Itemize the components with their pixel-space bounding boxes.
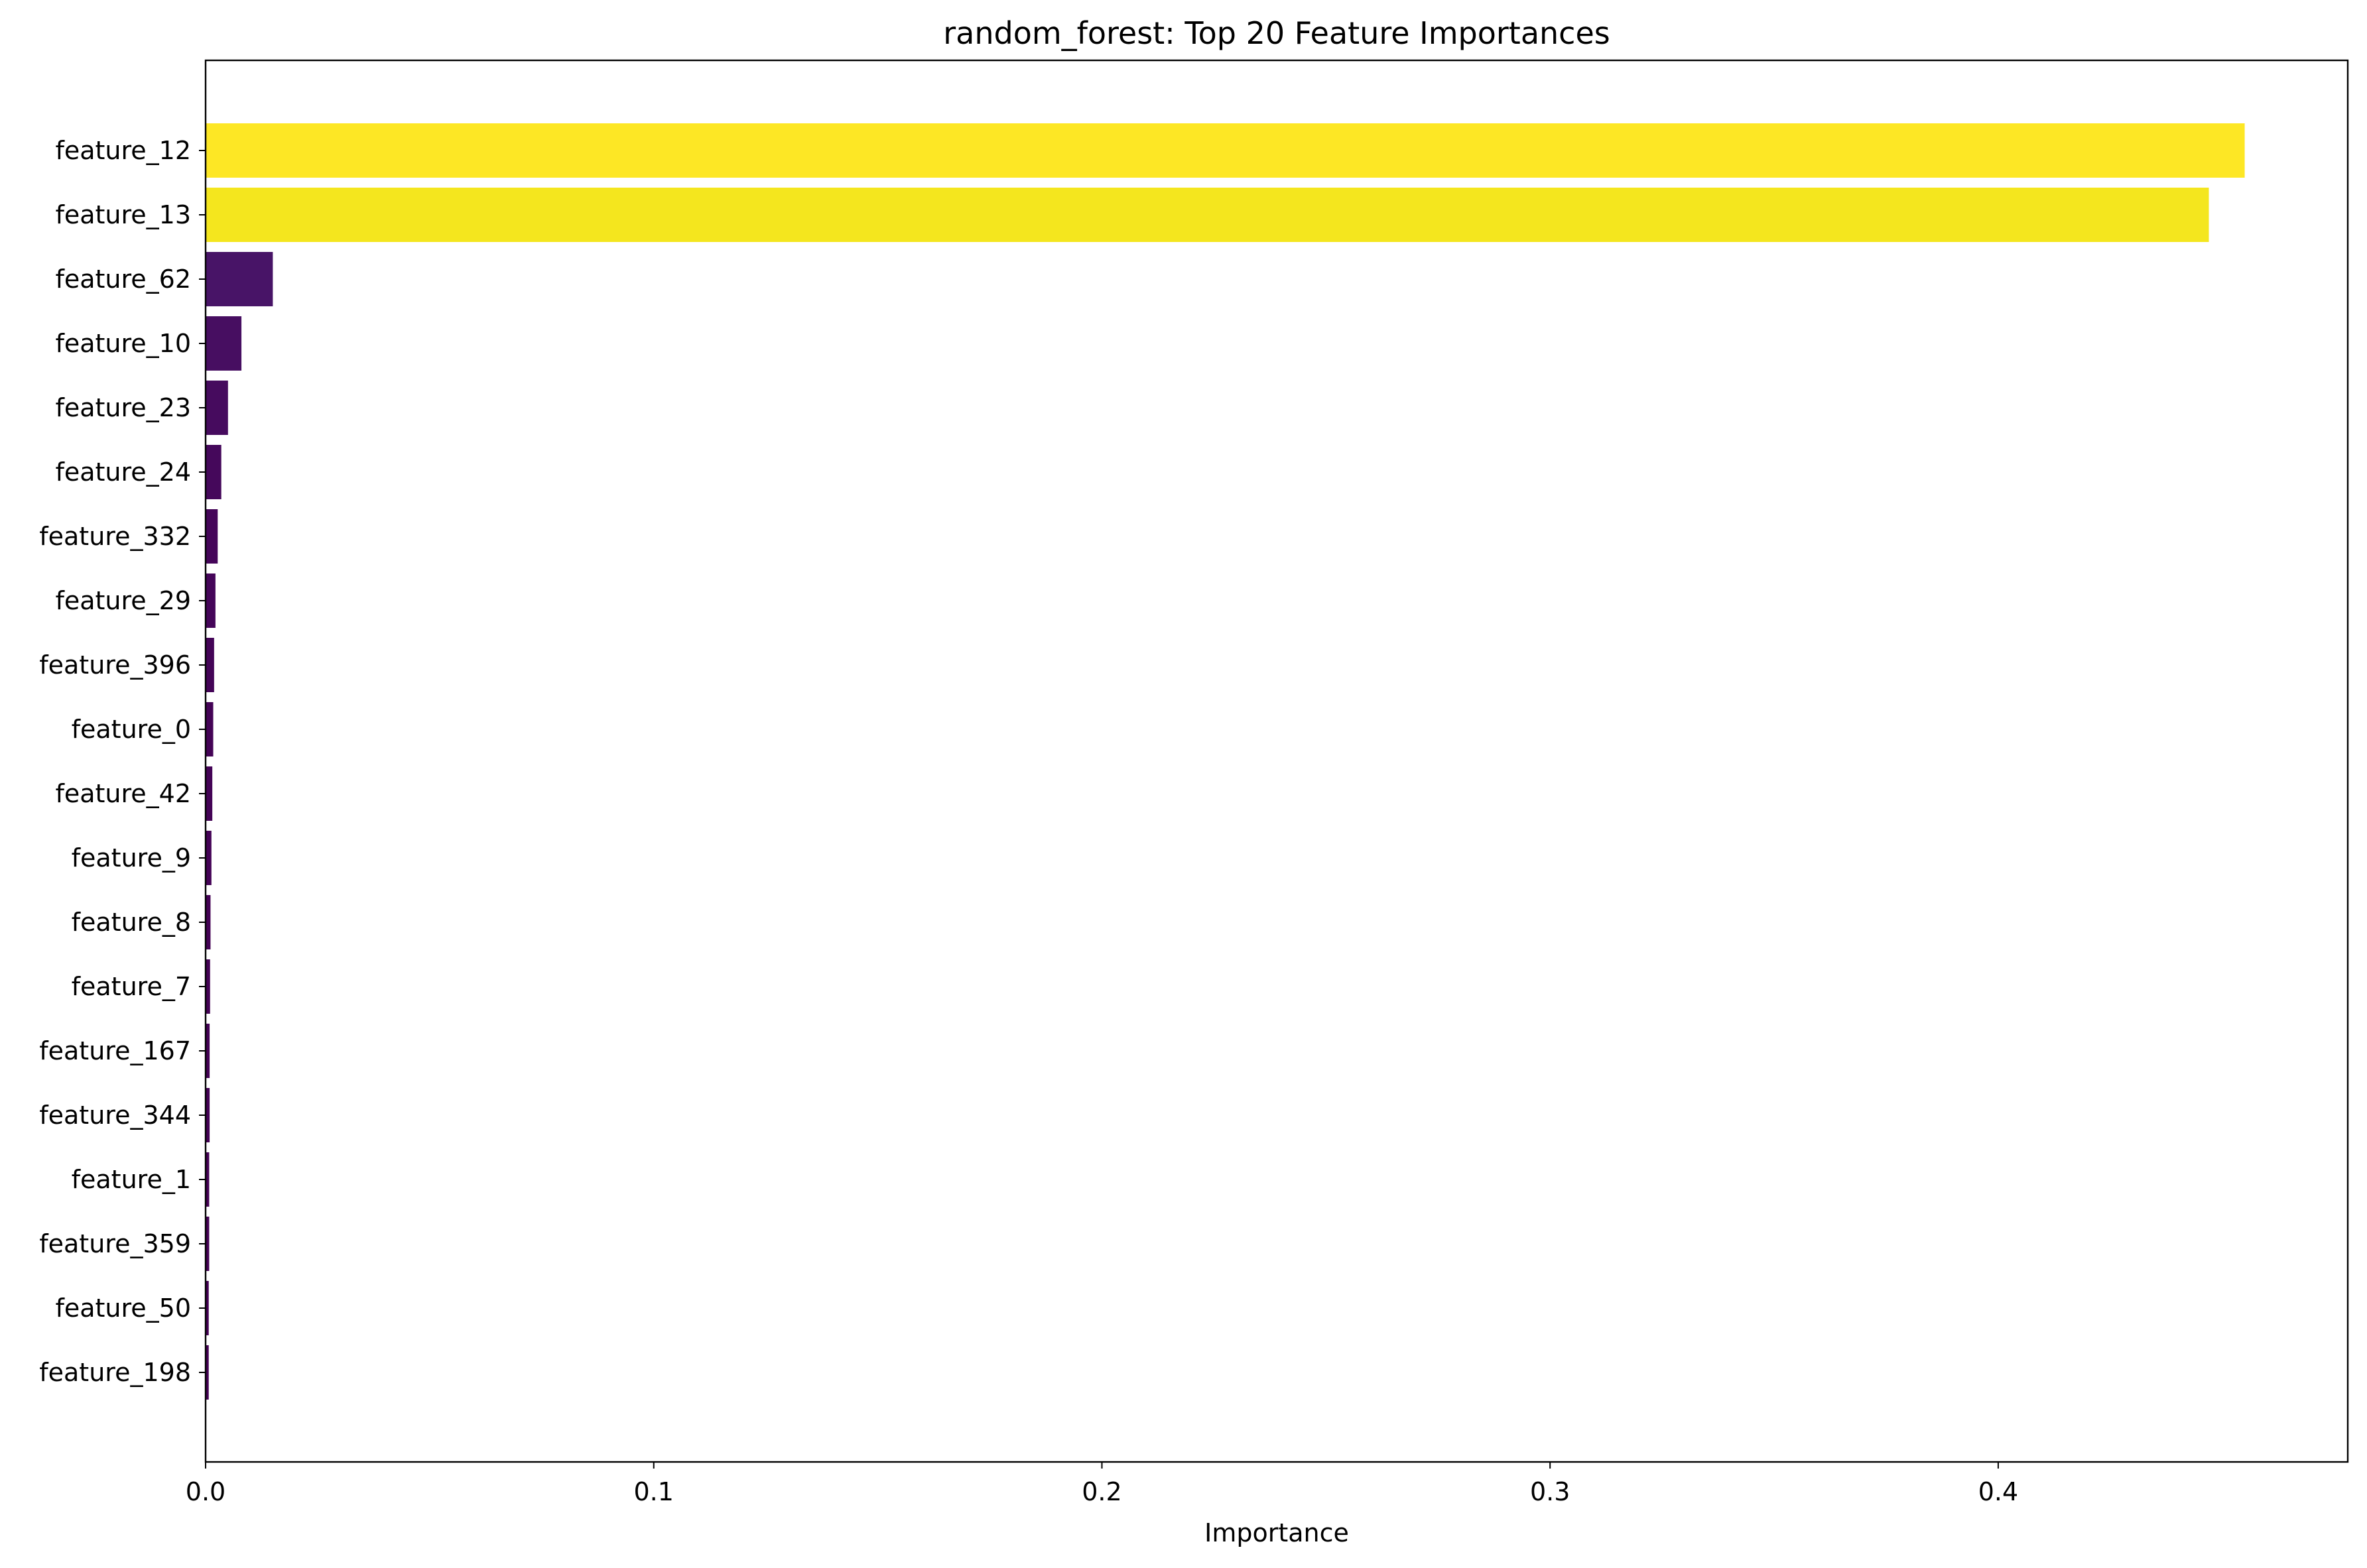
y-tick-label: feature_62 [55, 265, 191, 294]
y-tick-label: feature_13 [55, 200, 191, 229]
x-axis: 0.0 0.1 0.2 0.3 0.4 [186, 1462, 2018, 1506]
bar-feature-332 [206, 509, 218, 564]
bar-feature-23 [206, 381, 228, 435]
y-tick-label: feature_167 [39, 1036, 191, 1065]
y-tick-label: feature_23 [55, 393, 191, 422]
y-tick-label: feature_29 [55, 586, 191, 615]
bar-feature-50 [206, 1281, 209, 1335]
x-tick-label: 0.3 [1530, 1477, 1570, 1506]
y-tick-label: feature_9 [72, 843, 191, 873]
x-tick-label: 0.1 [634, 1477, 674, 1506]
y-tick-label: feature_10 [55, 329, 191, 358]
chart-title: random_forest: Top 20 Feature Importance… [943, 15, 1610, 51]
bars-layer [206, 123, 2245, 1400]
y-tick-label: feature_0 [72, 715, 191, 744]
bar-feature-29 [206, 573, 216, 628]
y-tick-label: feature_8 [72, 908, 191, 937]
bar-feature-198 [206, 1345, 209, 1400]
bar-feature-359 [206, 1217, 210, 1271]
bar-feature-10 [206, 316, 242, 371]
plot-frame [204, 59, 2349, 1463]
y-tick-label: feature_344 [39, 1101, 191, 1130]
y-tick-label: feature_198 [39, 1358, 191, 1387]
y-tick-label: feature_50 [55, 1294, 191, 1323]
y-tick-label: feature_332 [39, 522, 191, 551]
bar-feature-1 [206, 1152, 210, 1207]
bar-feature-0 [206, 702, 214, 756]
y-tick-label: feature_24 [55, 457, 191, 487]
y-axis: feature_12 feature_13 feature_62 feature_10… [39, 136, 206, 1387]
bar-feature-24 [206, 445, 222, 499]
bar-feature-62 [206, 252, 273, 306]
bar-feature-167 [206, 1024, 210, 1078]
bar-feature-396 [206, 638, 214, 692]
y-tick-label: feature_359 [39, 1229, 191, 1258]
x-axis-label: Importance [1204, 1518, 1349, 1547]
y-tick-label: feature_1 [72, 1165, 191, 1194]
x-tick-label: 0.4 [1978, 1477, 2018, 1506]
bar-feature-42 [206, 766, 213, 821]
bar-feature-9 [206, 831, 212, 885]
y-tick-label: feature_12 [55, 136, 191, 165]
y-tick-label: feature_42 [55, 779, 191, 808]
x-tick-label: 0.0 [186, 1477, 225, 1506]
bar-feature-12 [206, 123, 2245, 178]
y-tick-label: feature_396 [39, 650, 191, 680]
bar-feature-7 [206, 959, 210, 1014]
bar-feature-344 [206, 1088, 210, 1142]
bar-feature-13 [206, 188, 2209, 242]
y-tick-label: feature_7 [72, 972, 191, 1001]
bar-feature-8 [206, 895, 211, 949]
x-tick-label: 0.2 [1082, 1477, 1121, 1506]
